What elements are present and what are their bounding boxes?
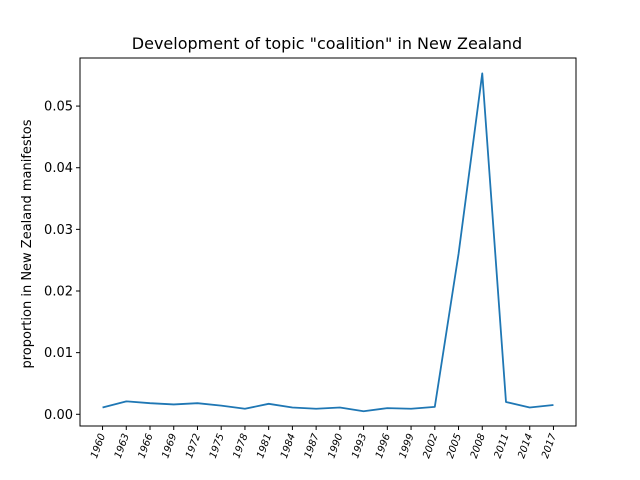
- x-tick-label: 1990: [326, 432, 345, 460]
- y-axis: 0.00 0.01 0.02 0.03 0.04 0.05: [44, 100, 80, 423]
- series-line: [102, 72, 554, 413]
- x-axis: 1960 1963 1966 1969 1972 1975 1978 1981 1984 1987…: [89, 426, 559, 460]
- x-tick-label: 2002: [421, 432, 440, 460]
- x-tick-label: 1975: [208, 432, 227, 460]
- y-tick-label: 0.00: [44, 408, 73, 423]
- chart-title: Development of topic "coalition" in New …: [132, 34, 522, 53]
- x-tick-label: 1972: [184, 432, 203, 460]
- x-tick-label: 1996: [374, 432, 393, 460]
- x-tick-label: 1966: [137, 432, 156, 460]
- x-tick-label: 1978: [232, 432, 251, 460]
- series-group: [102, 72, 554, 413]
- y-tick-label: 0.02: [44, 285, 73, 300]
- x-tick-label: 1999: [398, 432, 417, 460]
- x-tick-label: 1984: [279, 432, 298, 460]
- y-tick-label: 0.03: [44, 223, 73, 238]
- x-tick-label: 2014: [516, 432, 535, 460]
- x-tick-label: 2017: [540, 432, 559, 460]
- x-tick-label: 2008: [469, 432, 488, 460]
- y-tick-label: 0.04: [44, 161, 73, 176]
- x-tick-label: 2011: [493, 432, 512, 460]
- plot-frame: [79, 57, 577, 427]
- y-axis-label: proportion in New Zealand manifestos: [20, 119, 35, 368]
- x-tick-label: 1969: [160, 432, 179, 460]
- y-tick-label: 0.05: [44, 100, 73, 115]
- x-tick-label: 2005: [445, 432, 464, 460]
- y-tick-label: 0.01: [44, 346, 73, 361]
- x-tick-label: 1993: [350, 432, 369, 460]
- x-tick-label: 1963: [113, 432, 132, 460]
- x-tick-label: 1987: [303, 432, 322, 460]
- x-tick-label: 1960: [89, 432, 108, 460]
- x-tick-label: 1981: [255, 432, 274, 460]
